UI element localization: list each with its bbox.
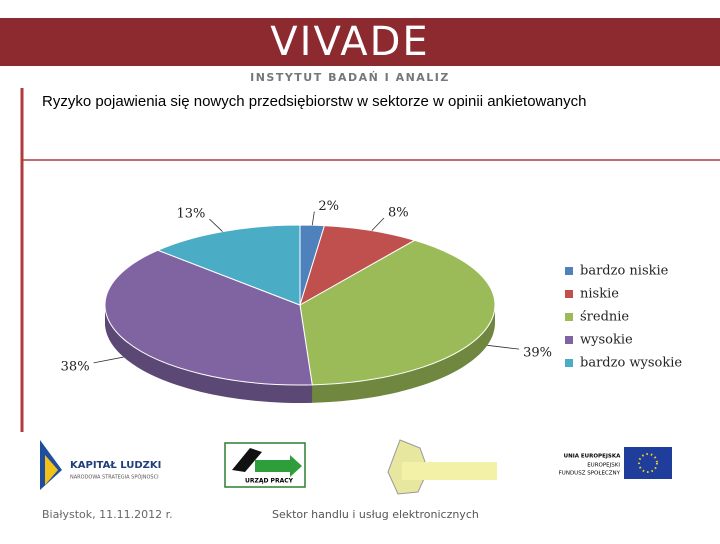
leader-line (371, 217, 385, 231)
data-label: 8% (388, 205, 409, 220)
logo-arrow (255, 455, 302, 477)
slice (299, 239, 496, 386)
chart-title: Ryzyko pojawienia się nowych przedsiębio… (42, 93, 587, 110)
slice (299, 225, 416, 307)
data-label: 39% (523, 346, 552, 361)
data-label: 13% (176, 207, 205, 222)
legend-label: bardzo wysokie (580, 356, 682, 371)
pie: 2% 8% 39% 38% 13% (61, 199, 552, 403)
legend-swatch (565, 267, 573, 275)
logo-subtitle: NARODOWA STRATEGIA SPÓJNOŚCI (70, 474, 159, 481)
logo-ue: UNIA EUROPEJSKA EUROPEJSKI FUNDUSZ SPOŁE… (559, 447, 672, 479)
logo-title: KAPITAŁ LUDZKI (70, 460, 161, 471)
footer-topic: Sektor handlu i usług elektronicznych (272, 508, 479, 521)
logo-shape (45, 455, 58, 485)
legend-label: niskie (580, 287, 619, 302)
logo-shape (232, 448, 262, 472)
logo-podlasie (387, 439, 497, 495)
legend: bardzo niskie niskie średnie wysokie bardzo … (565, 264, 682, 371)
legend-label: średnie (580, 310, 629, 325)
leader-line (209, 218, 223, 232)
footer-date: Białystok, 11.11.2012 r. (42, 508, 173, 521)
logo-line: FUNDUSZ SPOŁECZNY (559, 471, 621, 477)
eu-stars (638, 453, 658, 473)
logo: VIVADE (270, 19, 429, 65)
legend-label: wysokie (580, 333, 633, 348)
header-band (0, 18, 720, 66)
title-box: Ryzyko pojawienia się nowych przedsiębio… (42, 93, 587, 110)
slice (104, 249, 313, 386)
leader-line (93, 356, 124, 364)
logo-label: URZĄD PRACY (245, 478, 294, 485)
legend-label: bardzo niskie (580, 264, 669, 279)
legend-swatch (565, 313, 573, 321)
logo-kapital: KAPITAŁ LUDZKI NARODOWA STRATEGIA SPÓJNO… (40, 440, 161, 490)
logo-plate (402, 462, 497, 480)
data-label: 38% (61, 359, 90, 374)
logo-line: UNIA EUROPEJSKA (564, 454, 621, 460)
logo-line: EUROPEJSKI (587, 463, 620, 469)
legend-swatch (565, 336, 573, 344)
legend-swatch (565, 359, 573, 367)
legend-swatch (565, 290, 573, 298)
logo-urzad: URZĄD PRACY (224, 442, 306, 488)
eu-flag (624, 447, 672, 479)
leader-line (311, 211, 315, 226)
data-label: 2% (318, 199, 339, 214)
logo-subtitle: INSTYTUT BADAŃ I ANALIZ (250, 71, 450, 84)
leader-line (487, 344, 520, 350)
